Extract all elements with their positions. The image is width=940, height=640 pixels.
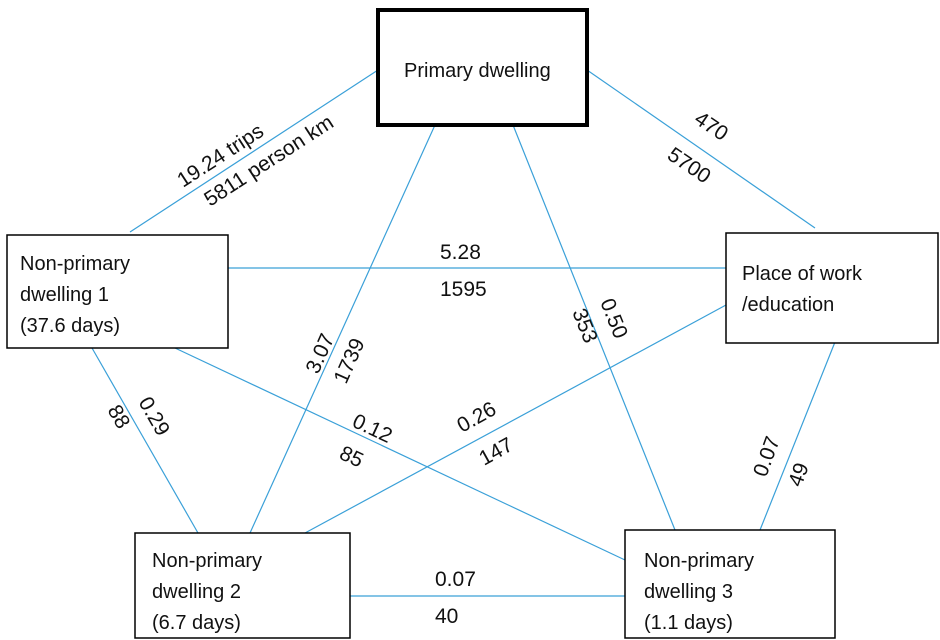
edge-label-np1-np2-trips: 0.29 [134, 393, 174, 440]
node-non-primary-dwelling-2: Non-primary dwelling 2 (6.7 days) [134, 532, 351, 639]
edge-primary-np1 [129, 69, 379, 233]
node-label-line-1: Non-primary [644, 550, 754, 572]
edge-np1-np3 [174, 347, 626, 561]
edge-work-np3 [759, 341, 836, 531]
node-label-line-2: dwelling 2 [152, 581, 241, 603]
edge-label-primary-work-trips: 470 [690, 107, 732, 146]
node-primary-dwelling: Primary dwelling [376, 8, 589, 127]
edge-primary-work [586, 69, 816, 229]
edge-label-np2-np3-km: 40 [435, 605, 458, 628]
node-label-line-1: Non-primary [20, 253, 130, 275]
edge-label-work-np3-trips: 0.07 [749, 433, 785, 479]
edge-primary-np3 [512, 124, 676, 531]
node-label-line-2: dwelling 3 [644, 581, 733, 603]
node-label-line-1: Non-primary [152, 550, 262, 572]
edges [91, 69, 836, 597]
edge-label-np1-np2-km: 88 [103, 401, 135, 433]
edge-label-np1-np3-trips: 0.12 [349, 410, 396, 448]
node-label-line-2: /education [742, 294, 834, 316]
edge-label-primary-work-km: 5700 [663, 143, 715, 188]
node-label-line-3: (1.1 days) [644, 612, 733, 634]
node-label-line-3: (6.7 days) [152, 612, 241, 634]
node-label-line-2: dwelling 1 [20, 284, 109, 306]
edge-label-np1-np3-km: 85 [336, 442, 367, 473]
edge-label-np2-np3-trips: 0.07 [435, 568, 476, 591]
node-label: Primary dwelling [404, 60, 551, 82]
node-label-line-1: Place of work [742, 263, 863, 285]
edge-label-work-np2-km: 147 [475, 433, 517, 470]
edge-label-primary-np3-km: 353 [567, 305, 601, 346]
edge-np1-np2 [91, 347, 199, 534]
node-non-primary-dwelling-3: Non-primary dwelling 3 (1.1 days) [624, 529, 836, 639]
node-place-of-work: Place of work /education [725, 232, 939, 344]
edge-work-np2 [304, 304, 727, 534]
node-label-line-3: (37.6 days) [20, 315, 120, 337]
edge-label-work-np3-km: 49 [784, 460, 814, 490]
edge-label-np1-work-trips: 5.28 [440, 241, 481, 264]
node-non-primary-dwelling-1: Non-primary dwelling 1 (37.6 days) [6, 234, 229, 349]
edge-label-np1-work-km: 1595 [440, 278, 487, 301]
edge-primary-np2 [249, 124, 436, 534]
